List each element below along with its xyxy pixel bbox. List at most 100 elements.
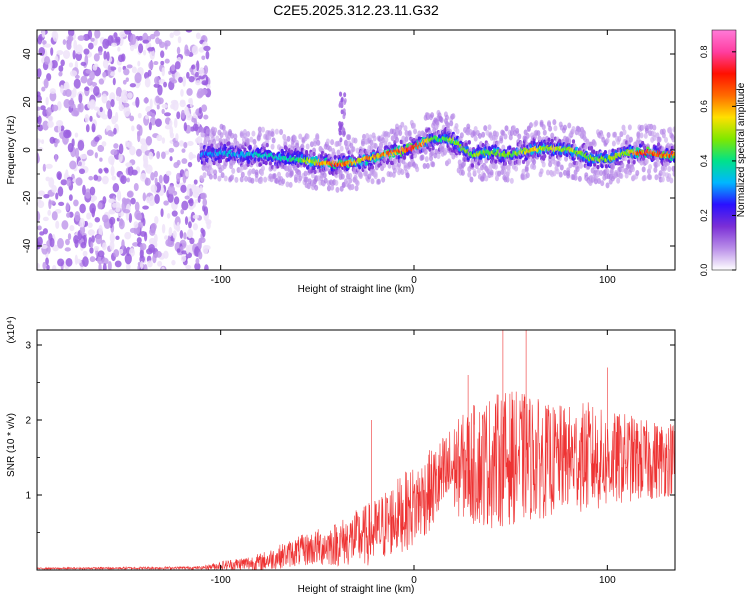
spectrogram-noise-mark — [144, 77, 151, 88]
spectrogram-halo-mark — [489, 169, 494, 176]
spectrogram-halo-mark — [205, 128, 210, 135]
snr-frame — [36, 329, 676, 571]
spectrogram-noise-mark — [97, 202, 103, 210]
spectrogram-noise-mark — [156, 150, 161, 159]
spectrogram-noise-mark — [193, 179, 198, 185]
spectrogram-halo-mark — [555, 168, 560, 175]
spectrogram-y-axis-label: Frequency (Hz) — [6, 116, 17, 185]
spectrogram-noise-mark — [116, 190, 122, 202]
spectrogram-noise-mark — [115, 95, 120, 102]
spectrogram-halo-mark — [322, 172, 327, 179]
spectrogram-halo-mark — [282, 134, 287, 141]
spectrogram-halo-mark — [553, 125, 558, 132]
spectrogram-noise-mark — [194, 71, 199, 78]
spectrogram-noise-mark — [63, 98, 71, 109]
spectrogram-noise-mark — [37, 236, 43, 247]
spectrogram-noise-mark — [37, 211, 41, 222]
spectrogram-halo-mark — [567, 122, 572, 129]
spectrogram-noise-mark — [133, 221, 139, 229]
spectrogram-noise-mark — [180, 89, 184, 97]
spectrogram-halo-mark — [496, 140, 501, 147]
spectrogram-noise-mark — [41, 30, 46, 38]
spectrogram-noise-mark — [55, 192, 59, 200]
spectrogram-noise-mark — [165, 239, 171, 247]
spectrogram-noise-mark — [91, 123, 96, 133]
spectrogram-halo-mark — [313, 140, 318, 147]
spectrogram-band-mark — [312, 151, 316, 157]
spectrogram-noise-mark — [183, 122, 188, 132]
spectrogram-halo-mark — [230, 132, 235, 139]
spectrogram-noise-mark — [102, 242, 107, 251]
spectrogram-band-mark — [615, 157, 619, 162]
spectrogram-noise-mark — [84, 188, 92, 199]
spectrogram-halo-mark — [460, 169, 465, 176]
spectrogram-noise-mark — [106, 100, 112, 110]
spectrogram-x-ticks: -100 0 100 — [211, 30, 616, 286]
spectrogram-noise-mark — [108, 198, 115, 204]
spectrogram-halo-mark — [575, 166, 580, 173]
spectrogram-noise-mark — [101, 93, 108, 104]
spectrogram-noise-mark — [167, 193, 174, 203]
spectrogram-noise-mark — [199, 67, 205, 77]
spectrogram-band-mark — [402, 155, 407, 160]
spectrogram-noise-mark — [188, 198, 194, 207]
spectrogram-noise-mark — [56, 171, 62, 180]
spectrogram-noise-mark — [102, 38, 110, 50]
spectrogram-noise-mark — [79, 153, 88, 160]
spectrogram-noise-mark — [57, 186, 64, 197]
spectrogram-noise-mark — [146, 111, 153, 117]
spectrogram-band-mark — [596, 164, 600, 170]
spectrogram-noise-mark — [75, 177, 83, 186]
spectrogram-halo-mark — [469, 176, 474, 183]
spectrogram-halo-mark — [263, 176, 268, 183]
spectrogram-halo-mark — [199, 142, 204, 149]
spectrogram-band-mark — [603, 150, 608, 155]
spectrogram-noise-mark — [74, 254, 78, 265]
spectrogram-halo-mark — [562, 124, 567, 131]
spectrogram-band-mark — [470, 163, 475, 168]
spectrogram-halo-mark — [653, 166, 658, 173]
spectrogram-halo-mark — [303, 170, 308, 177]
spectrogram-halo-mark — [355, 180, 360, 187]
spectrogram-halo-mark — [298, 133, 303, 140]
spectrogram-noise-mark — [131, 66, 137, 74]
spectrogram-noise-mark — [183, 232, 187, 240]
spectrogram-noise-mark — [131, 169, 138, 176]
spectrogram-noise-mark — [161, 137, 166, 144]
spectrogram-plume-mark — [338, 130, 342, 136]
spectrogram-halo-mark — [466, 123, 471, 130]
spectrogram-noise-mark — [67, 142, 74, 153]
spectrogram-noise-mark — [72, 87, 77, 98]
spectrogram-noise-mark — [205, 50, 210, 60]
spectrogram-halo-mark — [369, 144, 374, 151]
spectrogram-halo-mark — [386, 131, 391, 138]
spectrogram-plume-mark — [339, 137, 343, 143]
spectrogram-band-mark — [571, 139, 576, 144]
spectrogram-noise-mark — [202, 244, 209, 255]
spectrogram-halo-mark — [276, 171, 281, 178]
spectrogram-halo-mark — [404, 136, 409, 143]
spectrogram-noise-mark — [73, 78, 81, 89]
spectrogram-noise-mark — [57, 124, 62, 134]
spectrogram-noise-mark — [139, 255, 145, 264]
spectrogram-halo-mark — [459, 132, 464, 139]
spectrogram-noise-mark — [203, 45, 211, 52]
spectrogram-noise-mark — [137, 60, 141, 67]
spectrogram-band-mark — [550, 138, 554, 144]
spectrogram-halo-mark — [600, 180, 605, 187]
spectrogram-halo-mark — [542, 129, 547, 136]
spectrogram-noise-mark — [89, 256, 96, 263]
spectrogram-noise-mark — [85, 124, 90, 133]
spectrogram-noise-mark — [177, 36, 182, 44]
spectrogram-noise-mark — [187, 161, 193, 168]
spectrogram-noise-mark — [173, 117, 178, 129]
spectrogram-halo-mark — [658, 170, 663, 177]
spectrogram-halo-mark — [208, 173, 213, 180]
spectrogram-noise-mark — [42, 216, 49, 222]
spectrogram-noise-mark — [40, 105, 46, 111]
spectrogram-noise-mark — [161, 223, 166, 234]
spectrogram-noise-mark — [200, 88, 208, 96]
spectrogram-noise-mark — [87, 30, 93, 40]
spectrogram-noise-mark — [185, 30, 193, 33]
spectrogram-noise-mark — [52, 244, 59, 252]
